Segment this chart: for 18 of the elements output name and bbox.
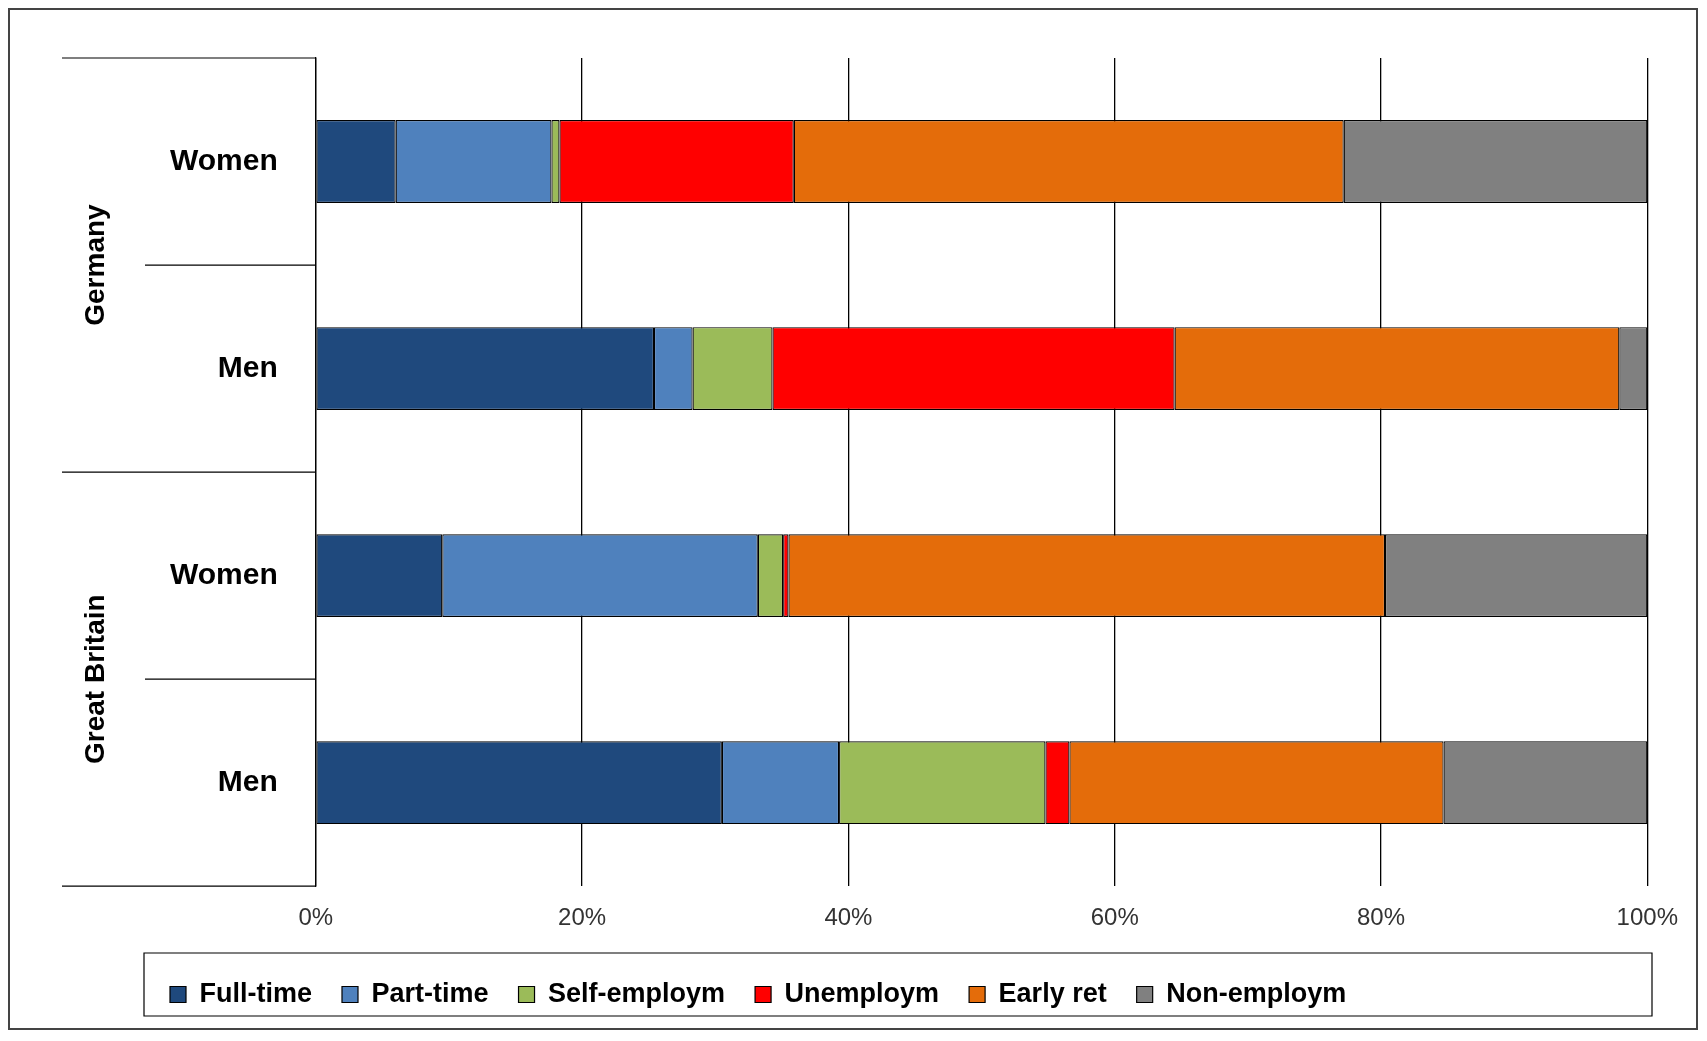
x-tick-label: 60% [1090, 903, 1139, 931]
text: Germany [78, 203, 110, 326]
legend-label: Unemploym [784, 977, 940, 1008]
x-tick-label: 100% [1616, 903, 1678, 931]
x-tick-label: 80% [1356, 903, 1406, 931]
legend-label: Full-time [199, 977, 312, 1008]
y-tick-label: Men [217, 763, 278, 797]
y-tick-label: Women [169, 142, 278, 176]
legend-label: Self-employm [548, 977, 726, 1008]
y-tick-label: Women [169, 556, 278, 590]
legend-label: Non-employm [1166, 977, 1347, 1008]
x-tick-label: 20% [558, 903, 607, 931]
x-tick-label: 0% [298, 903, 334, 931]
y-tick-label: Men [217, 349, 278, 383]
legend-label: Part-time [371, 977, 489, 1008]
text: Great Britain [78, 594, 110, 764]
x-tick-label: 40% [824, 903, 873, 931]
legend-label: Early ret [998, 977, 1107, 1008]
